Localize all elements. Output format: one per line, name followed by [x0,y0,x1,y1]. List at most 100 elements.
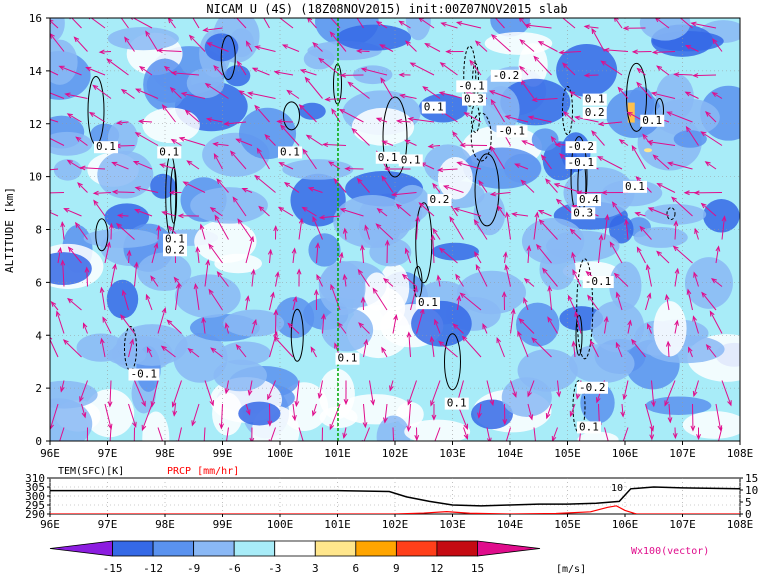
wind-vector [279,162,294,170]
wind-vector [527,403,533,420]
wind-vector [410,286,417,311]
wind-vector [93,200,106,217]
wind-vector [407,380,417,405]
wind-vector-head [252,318,257,326]
shade-blob [53,159,82,181]
wind-vector-head [512,391,517,398]
wind-vector [718,427,723,441]
wind-vector [236,138,253,146]
wind-vector [141,403,153,431]
shade-blob [50,398,93,441]
wind-vector-head [62,339,69,345]
wind-vector-head [520,179,527,186]
wind-vector-head [514,163,521,168]
wind-vector-head [463,112,470,118]
wind-vector-head [558,49,565,55]
wind-vector [204,380,214,406]
wind-vector-head [126,249,132,256]
wind-vector [100,287,106,311]
wind-vector-head [449,216,455,223]
wind-vector-head [145,30,151,37]
surface-x-tick-label: 107E [669,518,696,531]
wind-vector-head [505,211,510,218]
wind-vector-head [671,196,677,203]
wind-vector-head [380,77,386,84]
wind-vector [510,380,517,397]
wind-vector [325,98,347,101]
wind-vector-head [132,421,137,429]
wind-vector-head [213,64,219,71]
wind-vector [651,92,676,99]
wind-vector-head [489,399,495,407]
wind-vector [636,82,652,99]
wind-vector [405,40,417,52]
wind-vector [252,67,270,76]
wind-vector-head [322,142,329,148]
wind-vector [77,182,88,193]
wind-vector [207,118,223,123]
wind-vector [139,66,153,76]
wind-vector [376,21,388,29]
wind-vector [416,308,424,334]
wind-vector-head [613,18,619,22]
contour-label: 0.1 [338,352,358,365]
shade-blob [318,261,366,316]
wind-vector [282,44,300,52]
wind-vector-head [338,251,344,259]
wind-vector-head [636,81,642,88]
wind-vector-head [245,40,251,47]
wind-vector-head [649,425,655,432]
wind-vector-head [626,111,633,117]
wind-vector-head [621,440,622,441]
x-tick-label: 100E [267,447,294,460]
wind-vector-head [88,111,95,117]
wind-vector [104,242,110,264]
wind-vector-head [642,133,648,140]
wind-vector [505,427,511,441]
main-axes: 96E 97E 98E 99E 100E 101E 102E 103E 104E 105E 106E… [29,12,754,460]
wind-vector-head [330,283,335,291]
wind-vector-head [133,261,139,268]
wind-vector-head [63,208,70,213]
wind-vector [57,248,62,264]
wind-vector [205,83,229,99]
wind-vector-head [342,227,348,234]
wind-vector-head [504,441,508,446]
wind-vector-head [273,335,280,342]
wind-vector-head [362,422,368,429]
wind-vector [278,207,294,217]
wind-vector-head [488,90,496,95]
wind-vector [598,235,602,264]
wind-vector-head [693,190,700,196]
wind-vector-head [672,245,679,252]
wind-vector-head [439,62,446,68]
wind-vector-head [406,331,412,338]
wind-vector [457,21,482,29]
wind-vector-head [60,259,66,266]
wind-vector-head [490,34,497,40]
wind-vector-head [236,60,243,67]
wind-vector [673,246,693,264]
wind-vector [563,111,576,123]
wind-vector-head [469,59,475,66]
contour-label-bg [94,141,118,154]
wind-vector [538,210,552,217]
wind-vector-head [591,130,597,136]
wind-vector [104,403,112,429]
wind-vector-head [134,132,141,138]
wind-vector-head [249,235,255,243]
contour-label: 0.1 [418,296,438,309]
wind-vector [362,297,364,311]
shade-blob [321,308,374,352]
colorbar-cell [314,540,357,557]
shade-blob [682,411,740,439]
wind-vector [656,65,670,76]
wind-vector [396,203,411,217]
contour-negative [470,112,492,162]
wind-vector [128,403,137,427]
wind-vector-head [106,241,111,248]
wind-vector-head [567,294,573,301]
wind-vector [242,188,253,193]
wind-vector-head [161,104,168,111]
